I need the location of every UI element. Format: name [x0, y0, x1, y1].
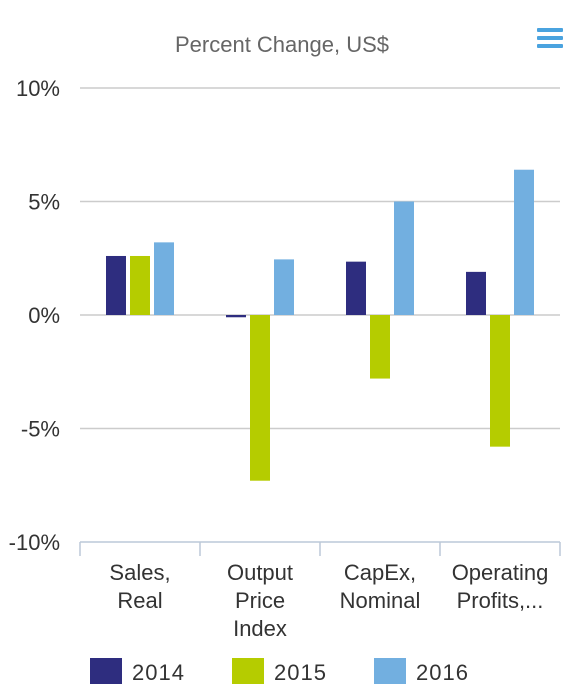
legend-item-2014[interactable]: 2014 [90, 658, 185, 685]
y-axis-ticks: 10% 5% 0% -5% -10% [9, 76, 60, 555]
x-tick-label-line: Profits,... [457, 588, 544, 613]
x-tick-label: Sales, Real [109, 560, 170, 613]
bar-2015-2 [370, 315, 390, 379]
bar-2014-1 [226, 315, 246, 318]
bar-2016-0 [154, 242, 174, 315]
x-tick-label-line: Sales, [109, 560, 170, 585]
x-tick-label: CapEx, Nominal [340, 560, 421, 613]
legend-label: 2016 [416, 660, 469, 685]
gridlines [80, 87, 560, 430]
y-tick-label: 5% [28, 190, 60, 215]
y-tick-label: 0% [28, 303, 60, 328]
bar-2014-3 [466, 271, 486, 315]
bar-2015-0 [130, 255, 150, 315]
legend-swatch [374, 658, 406, 684]
bar-2014-2 [346, 261, 366, 315]
legend-item-2016[interactable]: 2016 [374, 658, 469, 685]
bars [106, 169, 534, 481]
bar-2014-0 [106, 255, 126, 315]
y-tick-label: 10% [16, 76, 60, 101]
chart-title: Percent Change, US$ [175, 32, 389, 57]
hamburger-menu-icon[interactable] [537, 28, 563, 48]
x-tick-label: Output Price Index [227, 560, 293, 641]
bar-2016-1 [274, 259, 294, 315]
x-tick-label-line: Nominal [340, 588, 421, 613]
x-tick-label-line: Index [233, 616, 287, 641]
bar-2016-2 [394, 201, 414, 315]
legend: 2014 2015 2016 [90, 658, 469, 685]
x-tick-label-line: CapEx, [344, 560, 416, 585]
legend-swatch [232, 658, 264, 684]
legend-label: 2014 [132, 660, 185, 685]
y-tick-label: -5% [21, 417, 60, 442]
x-tick-label-line: Real [117, 588, 162, 613]
bar-2015-1 [250, 315, 270, 481]
x-tick-label: Operating Profits,... [452, 560, 549, 613]
x-tick-label-line: Operating [452, 560, 549, 585]
x-axis: Sales, Real Output Price Index CapEx, Nominal O… [79, 541, 561, 641]
legend-swatch [90, 658, 122, 684]
y-tick-label: -10% [9, 530, 60, 555]
x-tick-label-line: Output [227, 560, 293, 585]
legend-label: 2015 [274, 660, 327, 685]
x-tick-label-line: Price [235, 588, 285, 613]
legend-item-2015[interactable]: 2015 [232, 658, 327, 685]
bar-2015-3 [490, 315, 510, 447]
bar-2016-3 [514, 169, 534, 315]
